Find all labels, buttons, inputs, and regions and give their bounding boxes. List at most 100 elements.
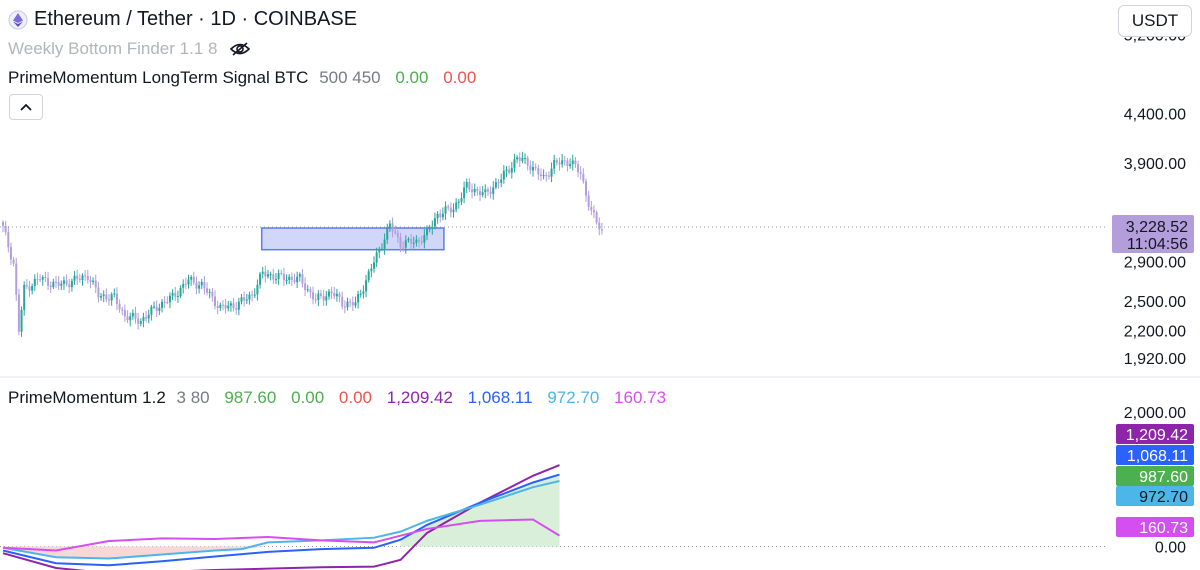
candle-body: [367, 271, 370, 281]
price-pane[interactable]: [0, 151, 1105, 337]
candle-body: [325, 296, 328, 301]
candle-body: [245, 299, 248, 301]
candle: [102, 290, 105, 303]
candle: [211, 287, 214, 302]
candle: [121, 306, 124, 316]
candle-body: [338, 293, 341, 297]
candle-body: [94, 280, 97, 288]
candle-body: [15, 263, 18, 295]
candle-body: [288, 276, 291, 281]
candle-body: [282, 273, 285, 281]
candle: [290, 272, 293, 286]
candle: [166, 296, 169, 305]
candle: [274, 273, 277, 284]
candle-body: [468, 181, 471, 190]
candle-body: [571, 160, 574, 165]
candle-body: [92, 280, 95, 283]
candle: [346, 297, 349, 311]
countdown-value: 11:04:56: [1127, 236, 1188, 253]
candle-body: [317, 293, 320, 300]
candle-body: [115, 293, 118, 304]
candle: [142, 312, 145, 328]
candle-body: [330, 291, 333, 294]
candle: [39, 274, 42, 282]
osc-value-4: 1,209.42: [386, 388, 453, 407]
candle: [70, 278, 73, 292]
candle-body: [280, 273, 283, 275]
candle: [280, 269, 283, 276]
candle: [441, 207, 444, 221]
candle: [359, 289, 362, 298]
candle: [500, 173, 503, 188]
candle-body: [388, 223, 391, 228]
osc-value-5: 1,068.11: [467, 388, 533, 407]
candle: [84, 270, 87, 281]
candle-body: [267, 274, 269, 277]
collapse-legend-button[interactable]: [9, 94, 43, 120]
candle-body: [206, 288, 209, 293]
candle-body: [449, 207, 452, 213]
candle-body: [200, 281, 203, 286]
candle-body: [126, 316, 129, 321]
candle: [375, 247, 378, 268]
candle: [7, 226, 10, 253]
candle: [508, 165, 511, 175]
oscillator-pane[interactable]: [0, 464, 1105, 570]
candle-body: [577, 164, 580, 173]
candle: [105, 288, 108, 303]
candle-body: [418, 239, 421, 242]
candle-body: [36, 278, 39, 280]
candle: [76, 269, 79, 286]
candle: [179, 285, 182, 299]
candle: [73, 270, 76, 285]
candle: [516, 155, 519, 164]
eye-hidden-icon[interactable]: [229, 41, 251, 57]
candle: [455, 198, 458, 213]
currency-button[interactable]: USDT: [1118, 5, 1192, 37]
candle-body: [261, 271, 264, 274]
candle: [306, 284, 309, 293]
candle: [410, 234, 413, 250]
candle: [327, 289, 330, 300]
candle: [131, 309, 134, 320]
candle-body: [139, 321, 142, 324]
osc-badge-label: 1,209.42: [1126, 427, 1188, 444]
candle-body: [227, 305, 230, 309]
candle: [145, 310, 148, 323]
candle-body: [248, 294, 251, 300]
candle-body: [290, 276, 293, 280]
candle-body: [524, 158, 527, 160]
candle: [44, 271, 47, 283]
candle: [33, 274, 36, 291]
candle: [502, 165, 505, 184]
candle: [23, 281, 26, 316]
candle-body: [272, 274, 275, 280]
candle: [484, 184, 487, 199]
candle: [253, 288, 256, 298]
candle-body: [587, 195, 590, 208]
candle-body: [105, 294, 108, 300]
candle-body: [510, 167, 513, 173]
candle-body: [497, 182, 500, 184]
candle-body: [25, 284, 28, 287]
candle-body: [229, 303, 232, 306]
price-tick-label: 2,200.00: [1124, 324, 1186, 341]
candle: [386, 223, 389, 244]
candle-body: [561, 160, 564, 165]
candle: [232, 297, 235, 312]
candle: [545, 172, 548, 182]
candle: [49, 281, 52, 294]
price-axis[interactable]: 5,200.004,400.003,900.002,900.002,500.00…: [1112, 28, 1194, 557]
candle: [388, 220, 391, 232]
candle: [221, 299, 224, 311]
candle: [171, 289, 174, 301]
osc-value-7: 160.73: [614, 388, 667, 407]
candle: [251, 290, 254, 302]
candle: [129, 312, 132, 327]
candle: [532, 161, 534, 177]
osc-name: PrimeMomentum 1.2: [8, 388, 166, 407]
candle-body: [439, 213, 442, 218]
candle: [309, 286, 312, 298]
candle-body: [211, 291, 214, 297]
